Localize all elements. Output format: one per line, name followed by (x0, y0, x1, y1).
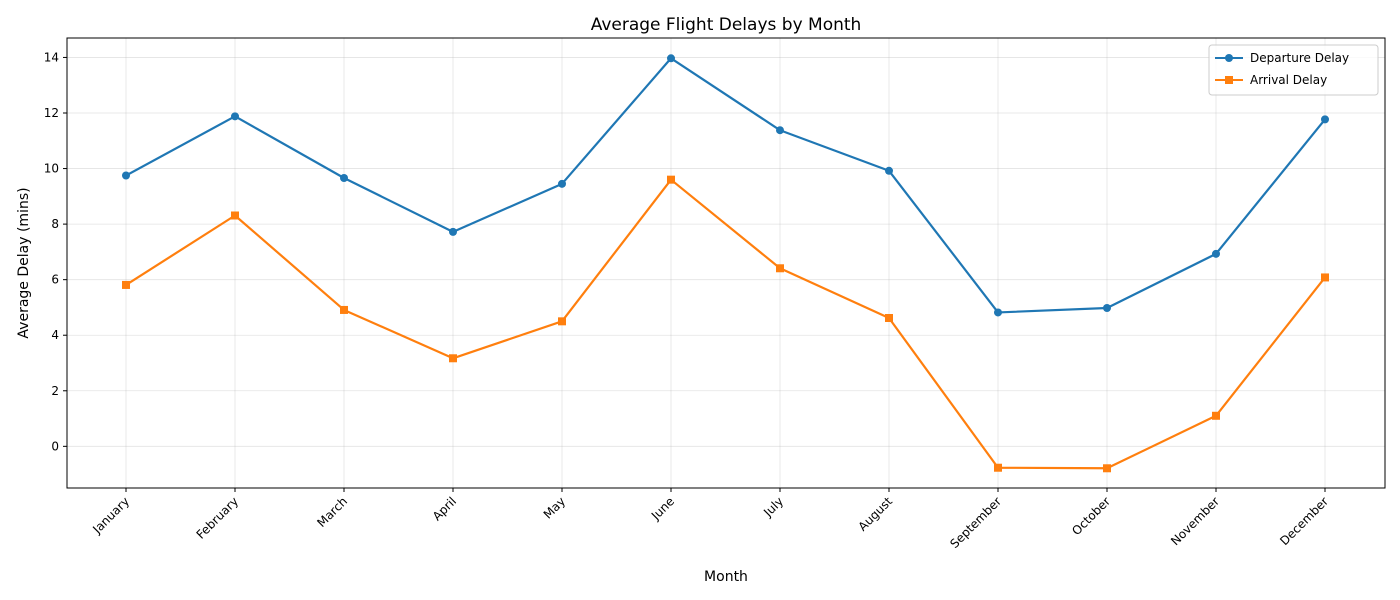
data-point (885, 314, 893, 322)
series-arrival (122, 175, 1329, 473)
data-point (776, 126, 784, 135)
data-point (231, 112, 239, 121)
legend-item-departure: Departure Delay (1215, 51, 1349, 65)
series-line (125, 178, 1326, 470)
y-tick-label: 2 (51, 384, 59, 398)
y-tick-label: 8 (51, 217, 59, 231)
data-point (122, 171, 130, 180)
y-tick-label: 12 (44, 106, 59, 120)
data-point (1103, 304, 1111, 312)
y-tick-label: 0 (51, 439, 59, 453)
series-layer (122, 54, 1329, 473)
legend: Departure Delay Arrival Delay (1208, 44, 1379, 96)
data-point (1212, 411, 1220, 420)
x-axis-label: Month (704, 569, 748, 585)
data-point (340, 174, 348, 182)
series-line (125, 57, 1326, 314)
data-point (558, 179, 566, 188)
data-point (1321, 115, 1329, 124)
data-point (340, 305, 348, 314)
data-point (1321, 273, 1329, 282)
legend-box (1208, 44, 1379, 96)
legend-item-arrival: Arrival Delay (1215, 73, 1327, 87)
y-axis-label: Average Delay (mins) (16, 187, 32, 338)
legend-label-arrival: Arrival Delay (1250, 73, 1327, 87)
data-point (994, 463, 1002, 472)
data-point (449, 354, 457, 363)
data-point (449, 227, 457, 236)
chart-title: Average Flight Delays by Month (591, 15, 862, 35)
plot-area-frame (66, 37, 1386, 489)
legend-label-departure: Departure Delay (1250, 51, 1349, 65)
data-point (122, 280, 130, 289)
legend-marker-departure (1225, 54, 1233, 62)
data-point (776, 264, 784, 273)
data-point (667, 175, 675, 184)
legend-marker-arrival (1225, 76, 1233, 84)
data-point (231, 211, 239, 220)
y-tick-label: 6 (51, 273, 59, 287)
data-point (885, 166, 893, 175)
series-departure (122, 54, 1329, 317)
y-tick-label: 14 (44, 50, 59, 64)
y-axis: 0 2 4 6 8 10 12 14 (44, 50, 67, 453)
y-tick-label: 10 (44, 162, 59, 176)
data-point (667, 54, 675, 63)
data-point (994, 308, 1002, 317)
data-point (558, 317, 566, 326)
data-point (1212, 249, 1220, 258)
y-tick-label: 4 (51, 328, 59, 342)
data-point (1103, 464, 1111, 473)
